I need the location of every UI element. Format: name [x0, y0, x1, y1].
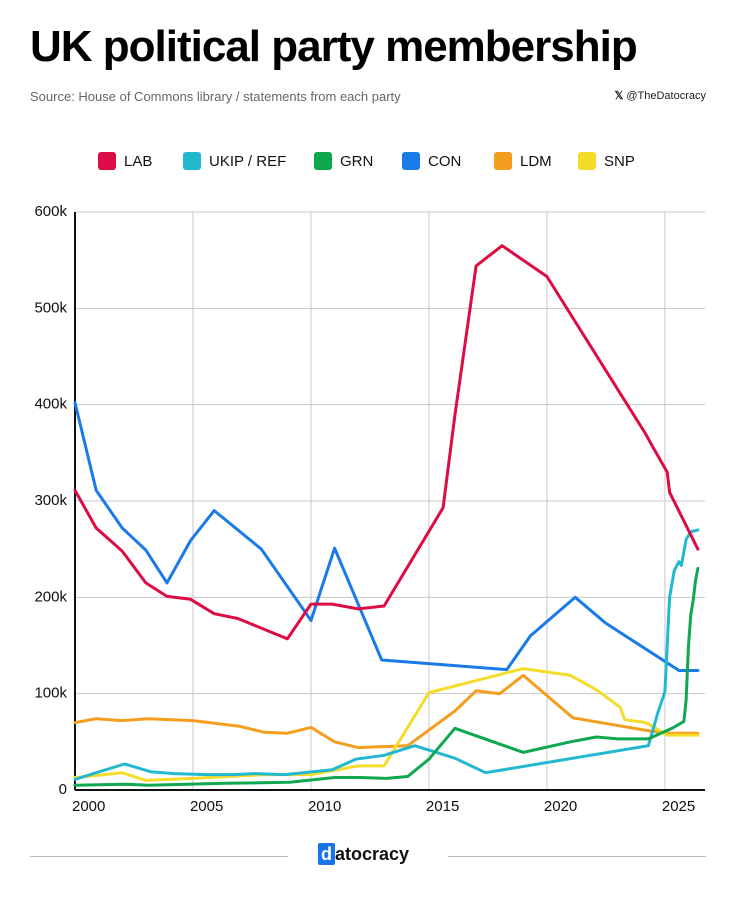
legend-label: GRN: [340, 153, 373, 170]
credit: @TheDatocracy: [614, 89, 706, 102]
y-tick-label: 200k: [34, 588, 67, 605]
x-tick-label: 2010: [308, 798, 341, 815]
footer-rule: [30, 856, 288, 857]
legend-swatch: [402, 152, 420, 170]
legend-swatch: [578, 152, 596, 170]
chart-title: UK political party membership: [30, 22, 638, 71]
legend-label: UKIP / REF: [209, 153, 286, 170]
legend-label: LAB: [124, 153, 152, 170]
legend-label: LDM: [520, 153, 552, 170]
legend-label: SNP: [604, 153, 635, 170]
y-tick-label: 100k: [34, 685, 67, 702]
footer-rule: [448, 856, 706, 857]
x-tick-label: 2000: [72, 798, 105, 815]
series-line: [73, 528, 700, 781]
y-tick-label: 400k: [34, 396, 67, 413]
x-tick-label: 2025: [662, 798, 695, 815]
y-tick-label: 0: [59, 781, 67, 798]
legend-swatch: [98, 152, 116, 170]
y-tick-label: 500k: [34, 299, 67, 316]
y-tick-label: 600k: [34, 203, 67, 220]
legend-swatch: [314, 152, 332, 170]
y-tick-label: 300k: [34, 492, 67, 509]
series-line: [73, 566, 700, 787]
x-tick-label: 2020: [544, 798, 577, 815]
x-tick-label: 2015: [426, 798, 459, 815]
series-line: [73, 401, 700, 672]
x-tick-label: 2005: [190, 798, 223, 815]
logo: datocracy: [321, 844, 410, 864]
series-line: [73, 244, 700, 641]
legend-swatch: [183, 152, 201, 170]
series-line: [73, 667, 700, 782]
series-line: [73, 673, 700, 750]
legend-label: CON: [428, 153, 461, 170]
legend-swatch: [494, 152, 512, 170]
chart-subtitle: Source: House of Commons library / state…: [30, 89, 401, 104]
